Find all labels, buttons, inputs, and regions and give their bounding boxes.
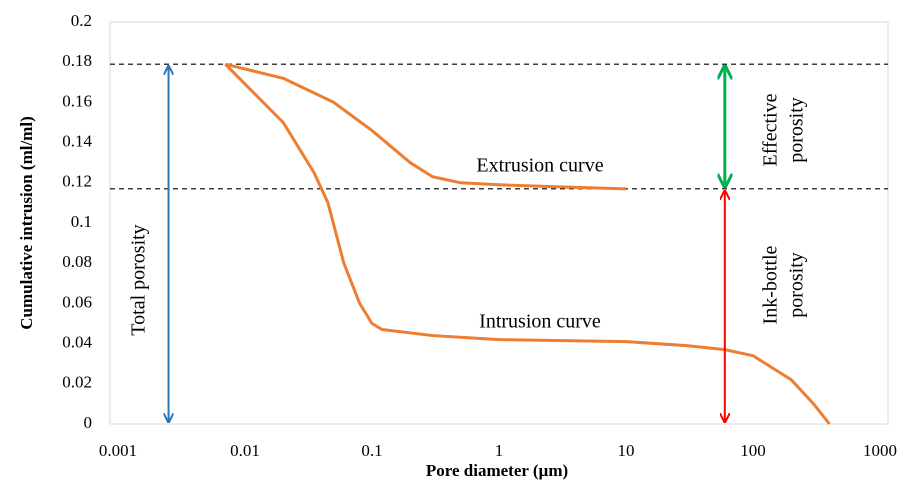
y-axis-title: Cumulative intrusion (ml/ml) xyxy=(17,116,36,329)
annotation-label: porosity xyxy=(786,97,808,163)
x-tick-label: 0.1 xyxy=(361,441,382,460)
annotation-label: porosity xyxy=(786,252,808,318)
y-tick-label: 0.16 xyxy=(62,91,92,110)
curve xyxy=(224,63,831,425)
y-tick-label: 0.12 xyxy=(62,172,92,191)
y-tick-label: 0.2 xyxy=(71,11,92,30)
y-tick-label: 0.18 xyxy=(62,51,92,70)
y-tick-label: 0.1 xyxy=(71,212,92,231)
annotation-label: Effective xyxy=(760,93,782,166)
x-axis-title: Pore diameter (µm) xyxy=(426,461,568,480)
y-tick-label: 0.04 xyxy=(62,333,92,352)
x-tick-label: 10 xyxy=(618,441,635,460)
curve-label: Extrusion curve xyxy=(476,155,603,177)
curve-label: Intrusion curve xyxy=(479,311,601,333)
curve xyxy=(224,62,627,191)
y-tick-label: 0.14 xyxy=(62,132,92,151)
y-tick-label: 0.08 xyxy=(62,252,92,271)
y-tick-label: 0.02 xyxy=(62,373,92,392)
x-tick-label: 1 xyxy=(495,441,504,460)
plot-frame xyxy=(109,21,889,425)
x-tick-label: 0.001 xyxy=(99,441,137,460)
x-tick-label: 0.01 xyxy=(230,441,260,460)
annotation-label: Total porosity xyxy=(128,224,150,335)
x-tick-label: 1000 xyxy=(863,441,897,460)
y-tick-label: 0 xyxy=(84,413,93,432)
annotation-label: Ink-bottle xyxy=(760,245,782,324)
x-tick-label: 100 xyxy=(740,441,766,460)
y-tick-label: 0.06 xyxy=(62,292,92,311)
